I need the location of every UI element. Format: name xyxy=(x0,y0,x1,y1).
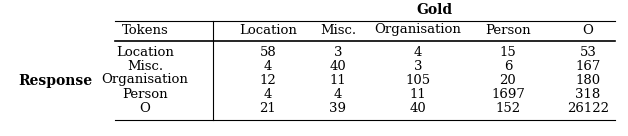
Text: 4: 4 xyxy=(414,47,422,60)
Text: 40: 40 xyxy=(409,101,426,115)
Text: 53: 53 xyxy=(580,47,597,60)
Text: O: O xyxy=(583,24,593,36)
Text: Misc.: Misc. xyxy=(320,24,356,36)
Text: 40: 40 xyxy=(330,61,347,73)
Text: 58: 58 xyxy=(259,47,276,60)
Text: Person: Person xyxy=(485,24,531,36)
Text: 3: 3 xyxy=(333,47,342,60)
Text: 15: 15 xyxy=(500,47,516,60)
Text: 4: 4 xyxy=(264,87,272,101)
Text: O: O xyxy=(139,101,151,115)
Text: 12: 12 xyxy=(259,73,276,86)
Text: 152: 152 xyxy=(495,101,521,115)
Text: Person: Person xyxy=(122,87,168,101)
Text: 39: 39 xyxy=(330,101,347,115)
Text: Response: Response xyxy=(18,73,92,87)
Text: 180: 180 xyxy=(575,73,600,86)
Text: 26122: 26122 xyxy=(567,101,609,115)
Text: Misc.: Misc. xyxy=(127,61,163,73)
Text: 1697: 1697 xyxy=(491,87,525,101)
Text: 4: 4 xyxy=(264,61,272,73)
Text: 167: 167 xyxy=(575,61,601,73)
Text: 105: 105 xyxy=(406,73,431,86)
Text: 11: 11 xyxy=(330,73,347,86)
Text: Location: Location xyxy=(116,47,174,60)
Text: 21: 21 xyxy=(259,101,276,115)
Text: Tokens: Tokens xyxy=(122,24,168,36)
Text: 6: 6 xyxy=(504,61,512,73)
Text: 3: 3 xyxy=(414,61,422,73)
Text: Organisation: Organisation xyxy=(102,73,188,86)
Text: 4: 4 xyxy=(334,87,342,101)
Text: 11: 11 xyxy=(409,87,426,101)
Text: 20: 20 xyxy=(500,73,516,86)
Text: Organisation: Organisation xyxy=(374,24,462,36)
Text: Location: Location xyxy=(239,24,297,36)
Text: Gold: Gold xyxy=(416,3,452,17)
Text: 318: 318 xyxy=(575,87,600,101)
